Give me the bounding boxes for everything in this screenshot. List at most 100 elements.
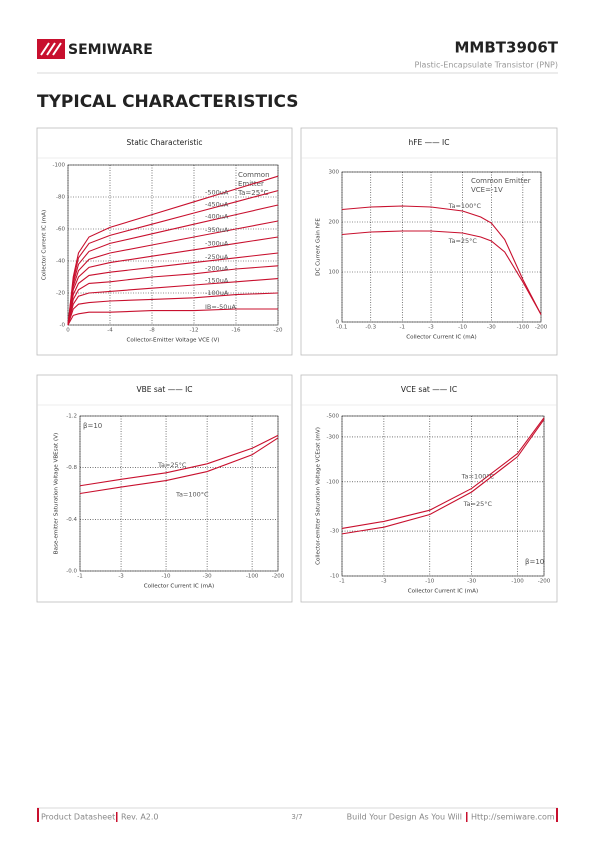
series-line (341, 230, 542, 315)
footer-sep (116, 812, 118, 822)
y-tick-label: 100 (329, 270, 340, 276)
x-axis-label: Collector-Emitter Voltage VCE (V) (127, 338, 220, 344)
y-tick-label: 0 (336, 320, 340, 326)
x-tick-label: -4 (107, 328, 113, 334)
logo (37, 39, 65, 59)
x-tick-label: -200 (535, 325, 548, 331)
footer-rev: Rev. A2.0 (121, 813, 159, 822)
x-tick-label: -3 (381, 579, 387, 585)
y-tick-label: -500 (327, 414, 340, 420)
series-label: Ta=100°C (448, 202, 482, 210)
y-tick-label: -30 (330, 529, 339, 535)
plot-area (341, 171, 542, 323)
x-tick-label: -1 (400, 325, 405, 331)
x-tick-label: -200 (538, 579, 551, 585)
x-tick-label: -200 (272, 574, 285, 580)
series-line (67, 204, 279, 326)
y-tick-label: -100 (53, 163, 66, 169)
x-tick-label: -30 (467, 579, 476, 585)
series-line (67, 220, 279, 326)
footer-bar (37, 808, 39, 822)
x-tick-label: -30 (487, 325, 496, 331)
series-line (79, 437, 279, 495)
series-label: -150uA (205, 276, 229, 284)
series-line (67, 265, 279, 326)
footer-bar (556, 808, 558, 822)
y-tick-label: -0.4 (66, 517, 77, 523)
plot-area (341, 415, 545, 577)
y-tick-label: -20 (56, 291, 65, 297)
series-label: -250uA (205, 253, 229, 261)
series-label: -100uA (205, 289, 229, 297)
series-line (67, 175, 279, 326)
subtitle: Plastic-Encapsulate Transistor (PNP) (415, 61, 559, 70)
x-tick-label: -10 (458, 325, 467, 331)
x-tick-label: -1 (77, 574, 82, 580)
y-tick-label: -40 (56, 259, 65, 265)
y-tick-label: -300 (327, 434, 340, 440)
brand: SEMIWARE (68, 42, 153, 58)
y-tick-label: -0 (60, 323, 66, 329)
x-tick-label: -0.3 (365, 325, 376, 331)
part-number: MMBT3906T (455, 39, 559, 57)
footer-sep (466, 812, 468, 822)
x-tick-label: -100 (511, 579, 524, 585)
annotation: Common (238, 171, 270, 179)
y-axis-label: Base-emitter Saturation Voltage VBEsat (… (54, 433, 60, 554)
plot-area (79, 415, 279, 572)
series-label: Ta=100°C (175, 491, 209, 499)
footer-page: 3/7 (291, 813, 302, 821)
series-line (67, 236, 279, 326)
series-line (341, 417, 545, 529)
y-tick-label: 300 (329, 170, 340, 176)
series-line (67, 278, 279, 326)
series-line (341, 205, 542, 315)
series-line (67, 252, 279, 326)
series-label: -450uA (205, 200, 229, 208)
x-axis-label: Collector Current IC (mA) (144, 584, 214, 590)
series-label: IB=-50uA (205, 303, 237, 311)
x-tick-label: 0 (66, 328, 70, 334)
section-title: TYPICAL CHARACTERISTICS (37, 92, 298, 112)
series-line (67, 292, 279, 326)
x-axis-label: Collector Current IC (mA) (406, 335, 476, 341)
y-axis-label: Collector-emitter Saturation Voltage VCE… (316, 427, 322, 565)
series-line (67, 190, 279, 326)
series-label: Ta=100°C (461, 472, 495, 480)
y-tick-label: -1.2 (66, 414, 77, 420)
annotation: β=10 (525, 558, 544, 566)
series-label: -500uA (205, 188, 229, 196)
series-label: Ta=25°C (157, 461, 187, 469)
series-line (341, 419, 545, 535)
annotation: Ta=25°C (237, 189, 269, 197)
y-tick-label: -60 (56, 227, 65, 233)
x-tick-label: -100 (246, 574, 259, 580)
x-tick-label: -12 (190, 328, 199, 334)
x-tick-label: -16 (232, 328, 241, 334)
footer-url: Http://semiware.com (471, 813, 555, 822)
chart-title: Static Characteristic (127, 138, 203, 147)
chart-title: VBE sat —— IC (136, 385, 192, 394)
x-tick-label: -10 (425, 579, 434, 585)
x-tick-label: -8 (149, 328, 155, 334)
annotation: VCE=-1V (471, 186, 503, 194)
y-axis-label: Collector Current IC (mA) (42, 210, 48, 280)
y-tick-label: -0.8 (66, 465, 77, 471)
series-line (67, 308, 278, 326)
x-tick-label: -100 (517, 325, 530, 331)
series-label: Ta=25°C (463, 500, 493, 508)
chart-title: hFE —— IC (408, 138, 449, 147)
x-tick-label: -3 (118, 574, 124, 580)
x-tick-label: -30 (203, 574, 212, 580)
x-tick-label: -1 (339, 579, 344, 585)
x-tick-label: -3 (428, 325, 434, 331)
annotation: Common Emitter (471, 177, 531, 185)
series-label: -300uA (205, 240, 229, 248)
series-label: -200uA (205, 264, 229, 272)
annotation: β=10 (83, 422, 102, 430)
y-tick-label: -80 (56, 195, 65, 201)
series-label: -350uA (205, 226, 229, 234)
logo-stripes (40, 42, 62, 56)
x-axis-label: Collector Current IC (mA) (408, 589, 478, 595)
